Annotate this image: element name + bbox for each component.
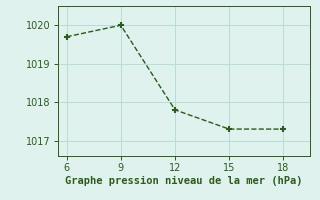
X-axis label: Graphe pression niveau de la mer (hPa): Graphe pression niveau de la mer (hPa) — [65, 176, 303, 186]
